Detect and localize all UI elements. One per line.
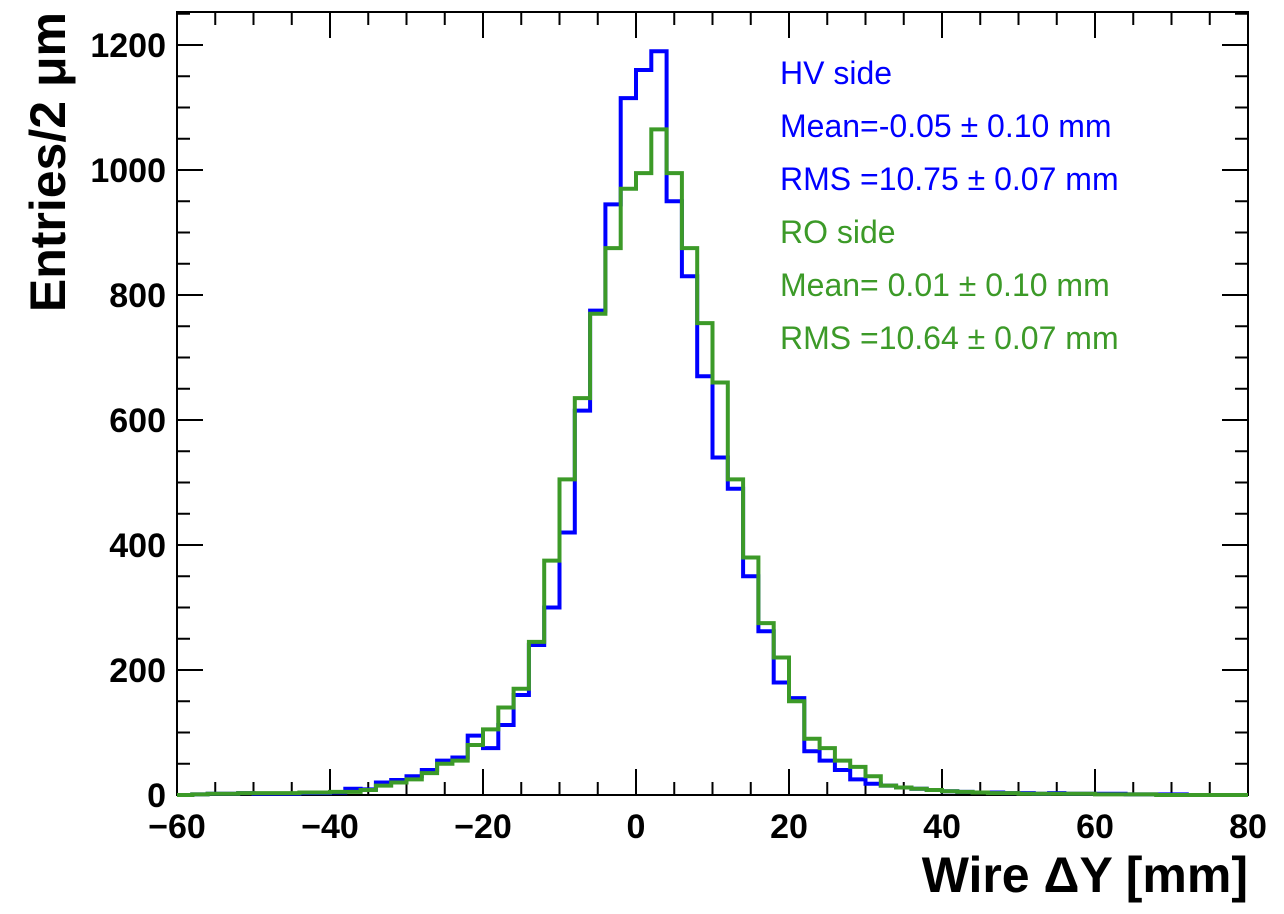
x-tick-label: −60 — [148, 808, 206, 846]
x-tick-labels: −60 −40 −20 0 20 40 60 80 — [148, 808, 1267, 846]
y-tick-label: 0 — [147, 777, 166, 815]
y-tick-label: 1000 — [90, 152, 166, 190]
stats-legend: HV side Mean=-0.05 ± 0.10 mm RMS =10.75 ± … — [780, 55, 1119, 356]
legend-entry: RMS =10.75 ± 0.07 mm — [780, 161, 1119, 197]
y-tick-label: 400 — [109, 527, 166, 565]
x-tick-label: −40 — [301, 808, 359, 846]
x-tick-label: 0 — [627, 808, 646, 846]
y-axis-title: Entries/2 μm — [20, 12, 76, 312]
legend-entry: HV side — [780, 55, 892, 91]
legend-entry: RO side — [780, 214, 896, 250]
legend-entry: RMS =10.64 ± 0.07 mm — [780, 320, 1119, 356]
y-tick-labels: 0 200 400 600 800 1000 1200 — [90, 27, 166, 815]
x-tick-label: −20 — [454, 808, 512, 846]
series-layer — [177, 49, 1248, 797]
y-tick-label: 800 — [109, 277, 166, 315]
x-axis-title: Wire ΔY [mm] — [922, 847, 1248, 903]
y-tick-label: 1200 — [90, 27, 166, 65]
x-tick-label: 60 — [1076, 808, 1114, 846]
legend-entry: Mean=-0.05 ± 0.10 mm — [780, 108, 1112, 144]
y-tick-label: 600 — [109, 402, 166, 440]
x-tick-label: 80 — [1229, 808, 1267, 846]
y-tick-label: 200 — [109, 652, 166, 690]
x-tick-label: 40 — [923, 808, 961, 846]
legend-entry: Mean= 0.01 ± 0.10 mm — [780, 267, 1110, 303]
x-tick-label: 20 — [770, 808, 808, 846]
series-ro-side — [177, 127, 1248, 797]
